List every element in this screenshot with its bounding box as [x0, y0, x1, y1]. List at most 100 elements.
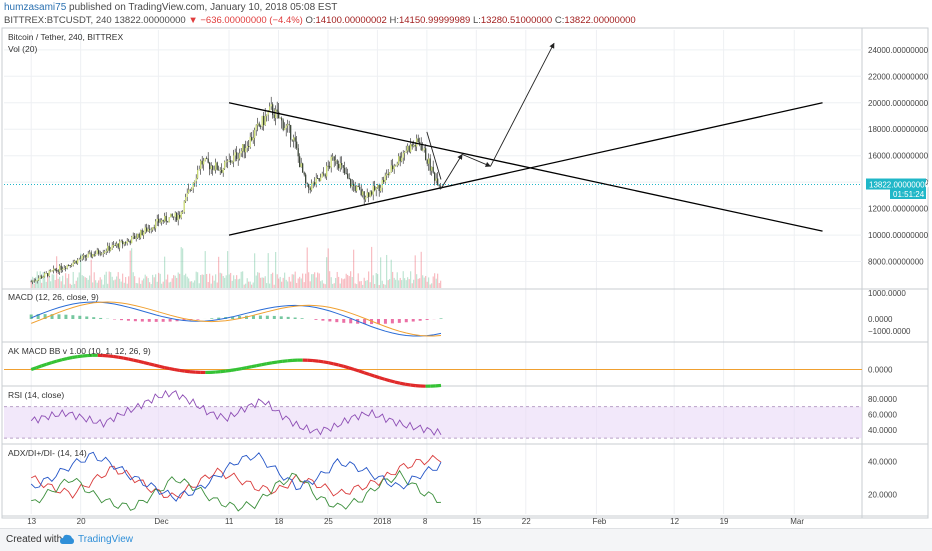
candle-body [181, 212, 182, 218]
volume-bar [170, 282, 171, 288]
time-tick-label: 22 [522, 517, 531, 526]
candle-body [109, 246, 110, 251]
volume-bar [109, 271, 110, 288]
volume-bar [328, 248, 329, 288]
candle-body [92, 254, 93, 257]
candle-body [406, 151, 407, 153]
volume-bar [112, 277, 113, 288]
macd-histogram-bar [426, 319, 429, 320]
macd-histogram-bar [99, 318, 102, 319]
ak-macd-segment [405, 384, 410, 385]
candle-body [389, 172, 390, 175]
ak-macd-segment [257, 365, 262, 366]
candle-body [340, 163, 341, 168]
volume-bar [316, 277, 317, 288]
projection-arrow [490, 43, 554, 166]
ak-macd-segment [134, 360, 139, 361]
volume-bar [434, 273, 435, 288]
tradingview-brand-link[interactable]: TradingView [78, 534, 133, 545]
volume-bar [176, 278, 177, 288]
candle-body [251, 137, 252, 140]
macd-histogram-bar [440, 318, 443, 319]
volume-bar [422, 275, 423, 288]
ak-macd-title: AK MACD BB v 1.00 (10, 1, 12, 26, 9) [8, 346, 151, 356]
candle-body [146, 227, 147, 231]
ak-macd-segment [139, 361, 144, 362]
chart-canvas[interactable]: 8000.0000000010000.0000000012000.0000000… [0, 0, 932, 528]
ak-macd-segment [262, 364, 267, 365]
candle-body [115, 245, 116, 246]
ak-macd-segment [159, 366, 164, 367]
volume-bar [253, 283, 254, 288]
candle-body [359, 187, 360, 189]
candle-body [242, 144, 243, 151]
candle-body [88, 254, 89, 258]
candle-body [227, 161, 228, 162]
candle-body [149, 229, 150, 230]
candle-body [196, 178, 197, 181]
ak-tick-label: 0.0000 [868, 366, 893, 375]
candle-body [440, 186, 441, 187]
candle-body [266, 115, 267, 117]
volume-bar [52, 274, 53, 288]
candle-body [379, 185, 380, 191]
volume-bar [124, 283, 125, 288]
candle-body [61, 266, 62, 270]
volume-bar [262, 277, 263, 288]
volume-bar [274, 285, 275, 288]
volume-bar [418, 279, 419, 288]
volume-bar [139, 278, 140, 288]
ak-macd-segment [349, 368, 354, 370]
volume-bar [191, 281, 192, 288]
macd-histogram-bar [92, 317, 95, 319]
candle-body [148, 229, 149, 232]
volume-bar [77, 277, 78, 288]
volume-bar [415, 255, 416, 288]
candle-body [310, 188, 311, 190]
volume-bar [194, 280, 195, 288]
ak-macd-segment [180, 370, 185, 371]
volume-bar [122, 274, 123, 288]
macd-histogram-bar [71, 315, 74, 319]
candle-body [163, 220, 164, 221]
candle-body [38, 278, 39, 280]
volume-bar [127, 284, 128, 288]
time-tick-label: 18 [274, 517, 283, 526]
volume-bar [115, 280, 116, 288]
candle-body [368, 193, 369, 197]
candle-body [323, 174, 324, 175]
ak-macd-segment [31, 368, 36, 370]
volume-bar [239, 279, 240, 288]
volume-bar [196, 272, 197, 288]
volume-bar [113, 280, 114, 288]
volume-bar [346, 274, 347, 288]
price-axis[interactable]: 8000.0000000010000.0000000012000.0000000… [868, 46, 929, 267]
volume-bar [299, 277, 300, 288]
candle-body [130, 241, 131, 243]
rsi-pane [4, 391, 862, 438]
candle-body [416, 138, 417, 146]
volume-bar [245, 284, 246, 288]
volume-bar [425, 276, 426, 288]
volume-bar [71, 285, 72, 288]
candle-body [128, 241, 129, 242]
candle-body [394, 166, 395, 169]
candle-body [349, 178, 350, 179]
candle-body [37, 280, 38, 281]
candle-body [274, 115, 275, 118]
volume-bar [325, 284, 326, 288]
time-tick-label: Dec [154, 517, 168, 526]
candle-body [179, 215, 180, 218]
time-tick-label: 13 [27, 517, 36, 526]
volume-bar [337, 272, 338, 288]
volume-bar [218, 257, 219, 288]
candle-body [226, 162, 227, 163]
ak-macd-segment [62, 359, 67, 360]
candle-body [152, 227, 153, 229]
volume-bar [223, 276, 224, 288]
candle-body [203, 161, 204, 165]
volume-bar [95, 280, 96, 288]
volume-bar [406, 280, 407, 288]
volume-bar [362, 285, 363, 288]
volume-bar [62, 276, 63, 288]
